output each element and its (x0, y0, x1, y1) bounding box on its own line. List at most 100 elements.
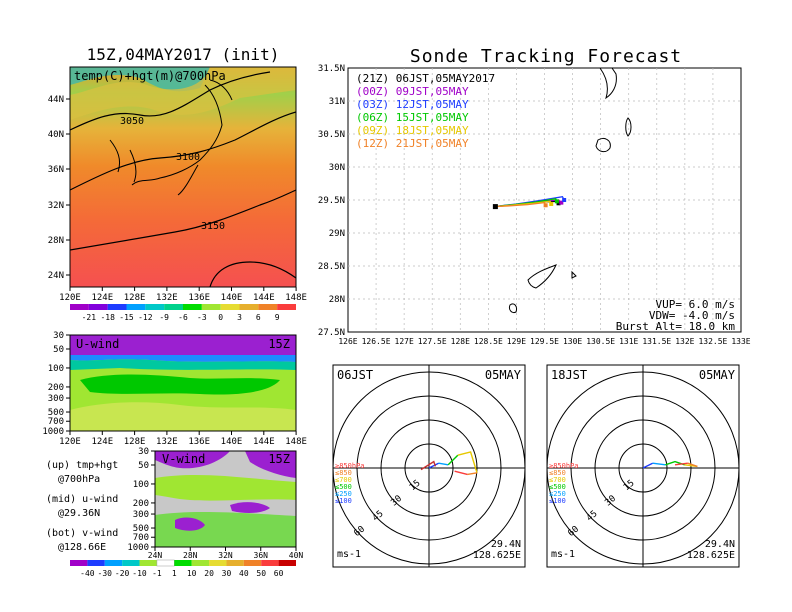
track-panel: 126E 126.5E 127E 127.5E 128E 128.5E 129E 129.5E… (318, 64, 751, 346)
track-legend-entry: (03Z) 12JST,05MAY (356, 98, 469, 111)
side-note-up-level: @700hPa (58, 474, 100, 485)
colorbar-swatch (87, 560, 105, 566)
colorbar-swatch (104, 560, 123, 566)
v-x-tick-label: 28N (183, 551, 198, 560)
colorbar-tick-label: -20 (115, 569, 130, 578)
pressure-tick-label: 700 (133, 533, 149, 543)
hodograph-trace (438, 462, 449, 466)
track-x-tick-label: 130E (563, 337, 582, 346)
track-y-tick-label: 27.5N (318, 328, 345, 338)
pressure-tick-label: 30 (138, 447, 149, 457)
v-wind-purple-upper (155, 451, 230, 469)
track-y-tick-label: 29.5N (318, 196, 345, 206)
side-note-mid: (mid) u-wind (46, 494, 118, 505)
hodograph-trace (457, 451, 478, 474)
track-y-tick-label: 30.5N (318, 130, 345, 140)
island-small-1 (571, 270, 577, 279)
colorbar-swatch (70, 304, 89, 310)
map-frame (69, 66, 297, 288)
u-wind-frame (69, 334, 297, 432)
map-y-tick-label: 40N (48, 130, 64, 140)
colorbar-tick-label: 9 (275, 313, 280, 322)
colorbar-swatch (174, 560, 192, 566)
map-y-tick-label: 28N (48, 236, 64, 246)
wind-colorbar: -40 -30 -20 -10 -1 1 10 20 30 40 50 60 (70, 559, 296, 578)
track-y-tick-label: 28.5N (318, 262, 345, 272)
hodograph-pressure-legend: ≤850 (335, 469, 352, 477)
side-note-bot-lon: @128.66E (58, 542, 106, 553)
track-y-tick-label: 31N (329, 97, 345, 107)
colorbar-tick-label: 50 (256, 569, 266, 578)
colorbar-swatch (88, 304, 108, 310)
hodograph-pressure-legend: ≤700 (549, 476, 566, 484)
hodograph-trace (428, 462, 439, 469)
track-legend: (21Z) 06JST,05MAY2017(00Z) 09JST,05MAY(0… (356, 72, 495, 150)
colorbar-swatch (258, 304, 278, 310)
hodograph-lon: 128.625E (687, 550, 735, 561)
u-wind-upper-jet (70, 335, 296, 355)
hodograph-pressure-legend: ≤700 (335, 476, 352, 484)
colorbar-tick-label: -9 (159, 313, 169, 322)
map-panel: temp(C)+hgt(m)@700hPa 3050 3100 3150 120… (48, 66, 307, 322)
side-note-mid-lat: @29.36N (58, 508, 100, 519)
map-x-tick-label: 148E (285, 293, 307, 303)
track-x-tick-label: 129.5E (530, 337, 559, 346)
map-x-tick-label: 140E (221, 293, 243, 303)
v-wind-purple-mid2 (230, 502, 270, 513)
track-landing-point (559, 200, 564, 205)
side-notes: (up) tmp+hgt @700hPa (mid) u-wind @29.36… (46, 460, 118, 553)
colorbar-tick-label: -18 (100, 313, 115, 322)
u-wind-band-2 (70, 359, 296, 370)
pressure-tick-label: 1000 (127, 543, 149, 553)
map-y-tick-label: 24N (48, 271, 64, 281)
island-small-2 (509, 303, 517, 313)
colorbar-swatch (239, 304, 259, 310)
map-label: temp(C)+hgt(m)@700hPa (74, 69, 226, 83)
colorbar-tick-label: -6 (178, 313, 188, 322)
hodograph-pressure-legend: ≤100 (335, 497, 352, 505)
pressure-tick-label: 500 (48, 408, 64, 418)
colorbar-tick-label: 3 (237, 313, 242, 322)
colorbar-swatch (226, 560, 244, 566)
hodograph-pressure-legend: ≤500 (335, 483, 352, 491)
v-wind-label: V-wind (162, 452, 205, 466)
coastline-japan (109, 79, 233, 196)
colorbar-tick-label: 0 (218, 313, 223, 322)
map-y-ticks: 24N 28N 32N 36N 40N 44N (48, 95, 70, 281)
track-legend-entry: (12Z) 21JST,05MAY (356, 137, 469, 150)
track-x-tick-label: 128E (451, 337, 470, 346)
island-tanegashima (625, 117, 632, 137)
colorbar-tick-label: -12 (138, 313, 153, 322)
colorbar-swatch (139, 560, 157, 566)
hodograph-pressure-legend: ≥850hPa (549, 462, 579, 470)
v-wind-x-ticks: 24N 28N 32N 36N 40N (148, 547, 303, 560)
pressure-tick-label: 50 (138, 461, 149, 471)
track-y-tick-label: 31.5N (318, 64, 345, 74)
hodograph-pressure-legend: ≤100 (549, 497, 566, 505)
colorbar-swatch (209, 560, 227, 566)
hodograph-trace (642, 462, 653, 469)
pressure-tick-label: 100 (133, 480, 149, 490)
u-wind-label: U-wind (76, 337, 119, 351)
map-x-tick-label: 120E (59, 293, 81, 303)
track-x-tick-label: 133E (731, 337, 750, 346)
pressure-tick-label: 300 (133, 510, 149, 520)
track-x-tick-label: 127E (395, 337, 414, 346)
hodograph-date: 05MAY (699, 368, 736, 382)
colorbar-tick-label: -21 (82, 313, 97, 322)
colorbar-tick-label: 60 (274, 569, 284, 578)
side-note-up: (up) tmp+hgt (46, 460, 118, 471)
pressure-tick-label: 700 (48, 417, 64, 427)
pressure-tick-label: 500 (133, 524, 149, 534)
hodograph-lat: 29.4N (705, 539, 735, 550)
hodograph-time: 18JST (551, 368, 587, 382)
v-wind-purple-right (245, 451, 296, 478)
track-x-tick-label: 132E (675, 337, 694, 346)
map-y-tick-label: 32N (48, 201, 64, 211)
map-x-tick-label: 132E (156, 293, 178, 303)
hodograph-trace (652, 462, 666, 466)
colorbar-swatch (126, 304, 146, 310)
